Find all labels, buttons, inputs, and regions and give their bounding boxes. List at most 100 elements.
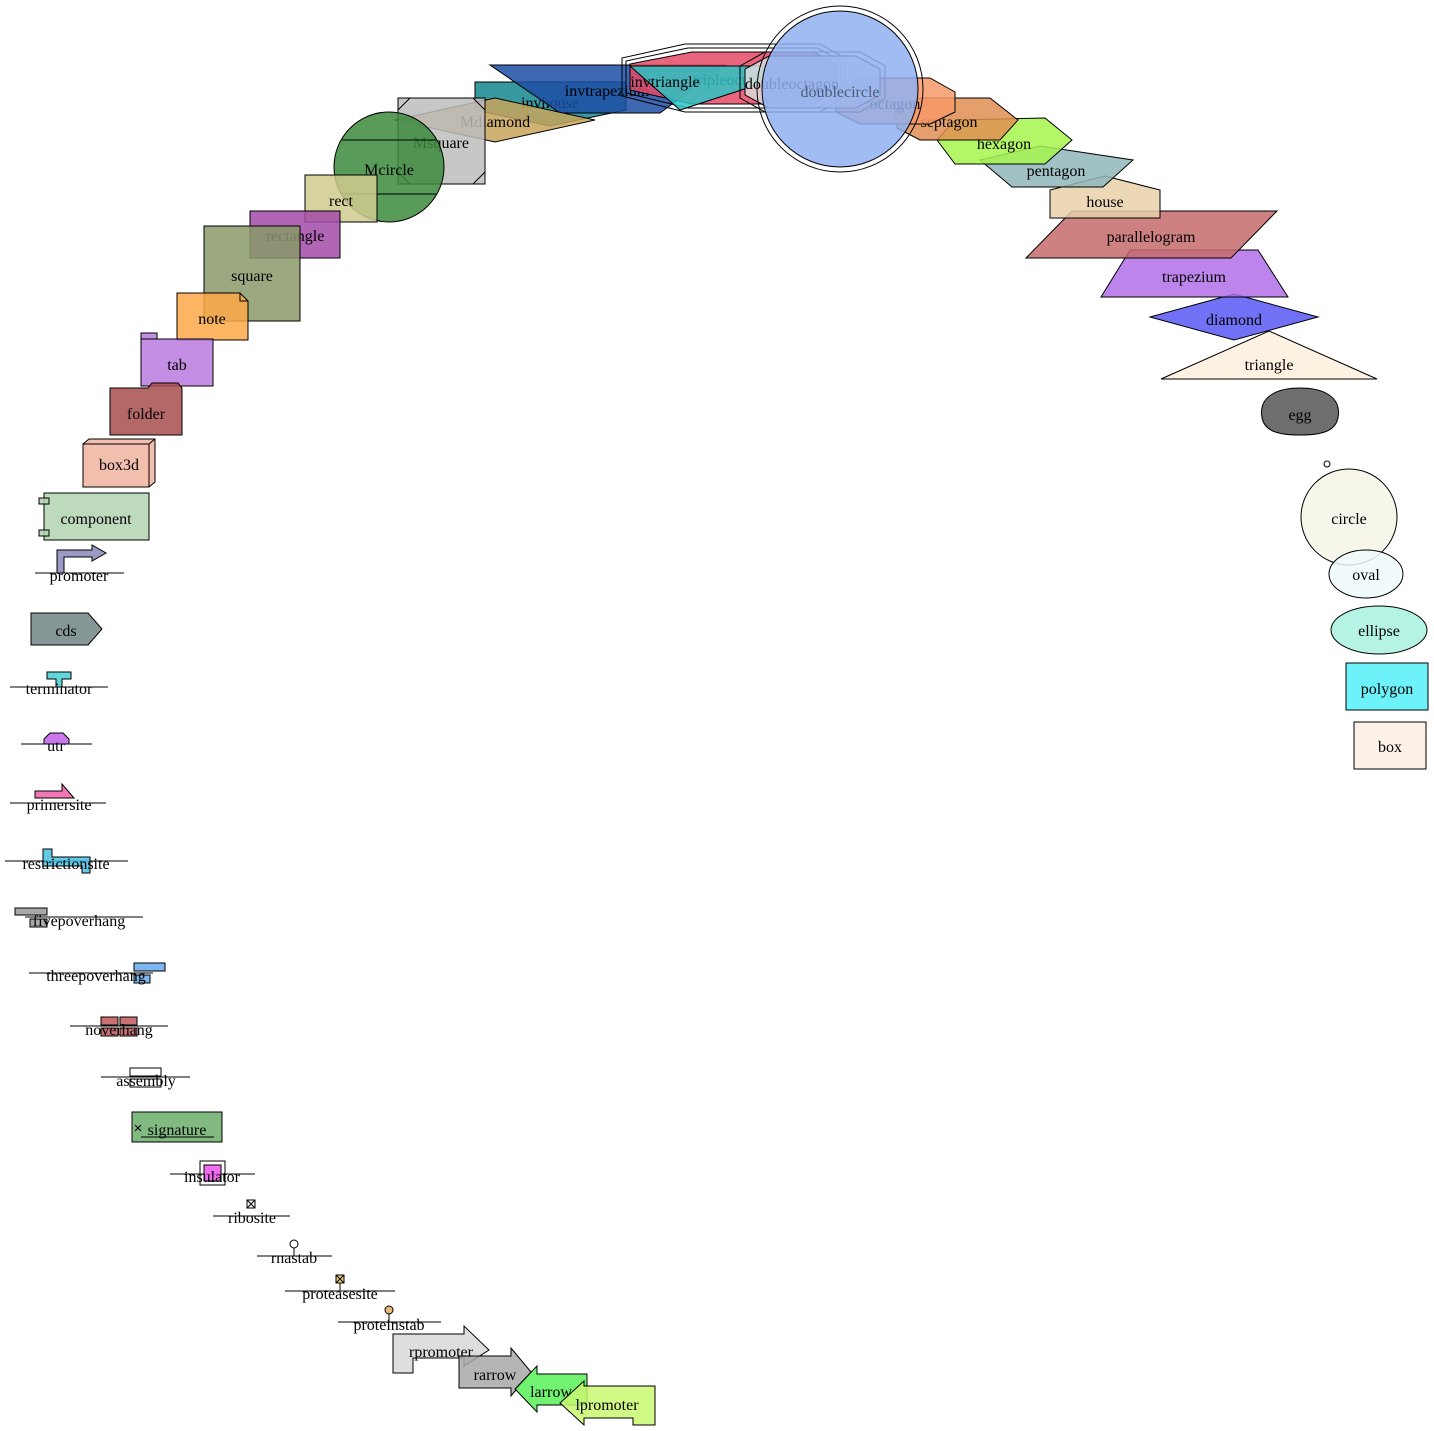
box-shape	[1353, 721, 1427, 770]
node-trapezium: trapezium	[1100, 249, 1289, 298]
proteasesite-label: proteasesite	[302, 1286, 378, 1303]
threepoverhang-top-strand	[133, 962, 166, 972]
rect-label: rect	[329, 193, 354, 210]
diamond-shape	[1148, 293, 1320, 341]
proteinstab-glyph	[384, 1305, 394, 1315]
node-utr: utr	[21, 732, 92, 755]
fivepoverhang-top-strand	[14, 907, 48, 916]
larrow-label: larrow	[530, 1384, 572, 1401]
ellipse-shape	[1330, 605, 1428, 655]
promoter-arrow	[56, 544, 108, 574]
house-label: house	[1086, 194, 1123, 211]
ellipse-label: ellipse	[1358, 623, 1400, 640]
triangle-label: triangle	[1245, 357, 1294, 374]
node-noverhang: noverhang	[70, 1016, 168, 1039]
fivepoverhang-label: fivepoverhang	[33, 913, 125, 930]
note-shape	[176, 292, 249, 341]
circle-label: circle	[1331, 511, 1367, 528]
node-threepoverhang: threepoverhang	[29, 962, 166, 985]
noverhang-block-3	[100, 1027, 119, 1037]
insulator-inner-box	[203, 1164, 222, 1182]
node-ribosite: ribosite	[213, 1199, 290, 1227]
node-egg: egg	[1261, 387, 1339, 436]
node-polygon: polygon	[1345, 662, 1429, 711]
noverhang-label: noverhang	[85, 1022, 153, 1039]
egg-label: egg	[1288, 407, 1311, 424]
node-triangle: triangle	[1160, 330, 1378, 380]
oval-label: oval	[1352, 567, 1380, 584]
signature-cross-mark	[134, 1124, 142, 1132]
utr-glyph	[43, 732, 70, 745]
utr-label: utr	[47, 738, 65, 755]
cds-shape	[30, 612, 103, 646]
node-rnastab: rnastab	[257, 1239, 332, 1267]
Msquare-corner-marks	[397, 97, 486, 185]
note-folded-corner	[239, 293, 248, 302]
box3d-edges	[83, 438, 156, 487]
signature-label: signature	[148, 1122, 207, 1139]
lpromoter-shape	[559, 1379, 656, 1427]
invtriangle-label: invtriangle	[630, 74, 699, 91]
doublecircle-outer-ring	[756, 5, 924, 173]
node-folder: folder	[109, 382, 183, 436]
proteasesite-cross	[335, 1274, 345, 1284]
node-assembly: assembly	[101, 1067, 190, 1090]
node-proteinstab: proteinstab	[338, 1305, 441, 1334]
doublecircle-shape	[761, 10, 919, 168]
square-label: square	[231, 268, 273, 285]
rarrow-label: rarrow	[474, 1367, 517, 1384]
node-house: house	[1049, 175, 1161, 219]
node-primersite: primersite	[10, 782, 106, 814]
node-proteasesite: proteasesite	[285, 1274, 395, 1303]
assembly-top-box	[129, 1067, 162, 1077]
insulator-label: insulator	[184, 1169, 241, 1186]
tab-shape	[140, 338, 214, 387]
noverhang-block-4	[119, 1027, 138, 1037]
node-cds: cds	[30, 612, 103, 646]
box3d-label: box3d	[99, 457, 139, 474]
component-pin-bottom	[38, 529, 50, 537]
node-tab: tab	[140, 332, 214, 387]
invtrapezium-label: invtrapezium	[565, 83, 650, 100]
threepoverhang-label: threepoverhang	[46, 968, 146, 985]
box-label: box	[1378, 739, 1402, 756]
node-insulator: insulator	[170, 1160, 255, 1186]
tab-label: tab	[167, 357, 187, 374]
restrictionsite-label: restrictionsite	[22, 856, 109, 873]
lpromoter-label: lpromoter	[575, 1397, 639, 1414]
parallelogram-label: parallelogram	[1107, 229, 1196, 246]
fivepoverhang-bottom-strand	[29, 918, 48, 928]
cds-label: cds	[55, 623, 76, 640]
oval-shape	[1328, 549, 1404, 599]
rpromoter-label: rpromoter	[409, 1344, 474, 1361]
node-oval: oval	[1328, 549, 1404, 599]
node-doublecircle: doublecircle	[756, 5, 924, 173]
primersite-label: primersite	[27, 797, 92, 814]
parallelogram-shape	[1024, 210, 1279, 259]
egg-shape	[1261, 387, 1339, 436]
component-shape	[43, 492, 150, 541]
ribosite-cross	[246, 1199, 256, 1209]
primersite-glyph	[34, 782, 76, 799]
noverhang-block-1	[100, 1016, 119, 1026]
trapezium-label: trapezium	[1162, 269, 1227, 286]
node-circle: circle	[1300, 460, 1398, 566]
polygon-label: polygon	[1361, 681, 1413, 698]
ribosite-label: ribosite	[228, 1210, 276, 1227]
node-note: note	[176, 292, 249, 341]
node-ellipse: ellipse	[1330, 605, 1428, 655]
rnastab-loop	[289, 1239, 299, 1249]
rnastab-label: rnastab	[271, 1250, 317, 1267]
node-fivepoverhang: fivepoverhang	[14, 907, 143, 930]
proteinstab-label: proteinstab	[353, 1317, 424, 1334]
terminator-label: terminator	[26, 681, 93, 698]
pentagon-label: pentagon	[1027, 163, 1086, 180]
circle-port-dot	[1323, 460, 1331, 468]
assembly-bottom-box	[129, 1078, 162, 1088]
node-box: box	[1353, 721, 1427, 770]
node-parallelogram: parallelogram	[1024, 210, 1279, 259]
node-rarrow: rarrow	[458, 1346, 532, 1398]
node-diamond: diamond	[1148, 293, 1320, 341]
folder-shape	[109, 382, 183, 436]
restrictionsite-glyph	[42, 848, 91, 874]
